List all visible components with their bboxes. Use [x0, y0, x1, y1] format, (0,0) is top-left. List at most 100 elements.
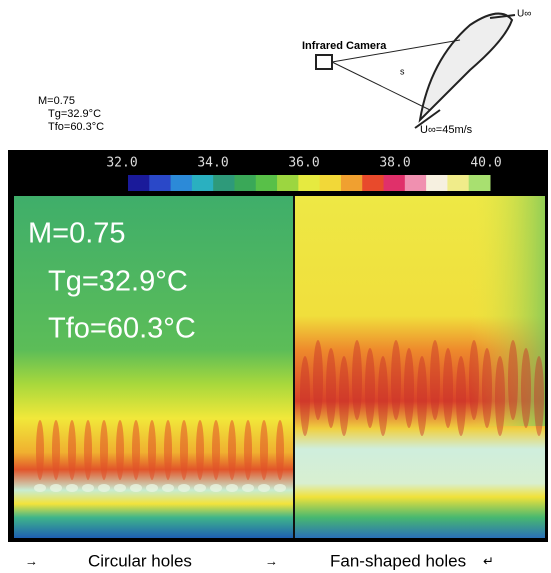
hole-spot — [178, 484, 190, 492]
streak — [378, 356, 388, 436]
streak — [404, 348, 414, 428]
hole-spot — [82, 484, 94, 492]
streaks — [34, 340, 544, 492]
hole-spot — [130, 484, 142, 492]
hole-spot — [242, 484, 254, 492]
colorbar-tick-label: 40.0 — [470, 156, 501, 171]
color-swatch — [447, 175, 470, 191]
caption: Circular holes — [88, 551, 192, 570]
color-swatch — [468, 175, 491, 191]
streak — [365, 348, 375, 428]
hole-spot — [162, 484, 174, 492]
streak — [469, 340, 479, 420]
color-swatch — [191, 175, 214, 191]
streak — [443, 348, 453, 428]
color-swatch — [149, 175, 172, 191]
setup-diagram: Infrared Camera U∞ s U∞=45m/s — [302, 9, 531, 136]
caption-line: Tfo=60.3°C — [48, 121, 104, 133]
colorbar — [128, 175, 491, 191]
hole-spot — [226, 484, 238, 492]
thermal-left — [14, 196, 293, 538]
caption: Fan-shaped holes — [330, 551, 466, 570]
streak — [68, 420, 76, 480]
view-line — [331, 61, 431, 111]
streak — [417, 356, 427, 436]
color-swatch — [340, 175, 363, 191]
streak — [116, 420, 124, 480]
streak — [148, 420, 156, 480]
streak — [276, 420, 284, 480]
streak — [391, 340, 401, 420]
streak — [196, 420, 204, 480]
overlay-line: Tg=32.9°C — [48, 266, 188, 298]
streak — [495, 356, 505, 436]
caption-marker: → — [25, 553, 38, 568]
streak — [521, 348, 531, 428]
overlay: M=0.75 Tg=32.9°C Tfo=60.3°C — [28, 218, 196, 345]
color-swatch — [383, 175, 406, 191]
colorbar-tick-label: 38.0 — [379, 156, 410, 171]
streak — [244, 420, 252, 480]
airfoil — [418, 12, 514, 123]
streak — [100, 420, 108, 480]
s-label: s — [400, 66, 405, 76]
hole-spot — [98, 484, 110, 492]
camera-label: Infrared Camera — [302, 40, 387, 52]
velocity-label: U∞=45m/s — [420, 124, 473, 136]
hole-spot — [194, 484, 206, 492]
color-swatch — [170, 175, 193, 191]
streak — [132, 420, 140, 480]
hole-spot — [66, 484, 78, 492]
streak — [228, 420, 236, 480]
color-swatch — [362, 175, 385, 191]
flow-arrow — [414, 109, 441, 129]
streak — [313, 340, 323, 420]
color-swatch — [213, 175, 235, 191]
color-swatch — [426, 175, 448, 191]
streak — [339, 356, 349, 436]
color-swatch — [319, 175, 342, 191]
flow-arrow — [489, 14, 516, 19]
camera-icon — [315, 54, 333, 70]
color-swatch — [298, 175, 321, 191]
small-caption: M=0.75 Tg=32.9°C Tfo=60.3°C — [38, 95, 104, 133]
colorbar-tick-label: 32.0 — [106, 156, 137, 171]
streak — [260, 420, 268, 480]
hole-spot — [50, 484, 62, 492]
color-swatch — [255, 175, 278, 191]
color-swatch — [234, 175, 257, 191]
hole-spot — [274, 484, 286, 492]
streak — [534, 356, 544, 436]
colorbar-tick-label: 36.0 — [288, 156, 319, 171]
inflow-label: U∞ — [517, 9, 531, 20]
streak — [482, 348, 492, 428]
view-line — [331, 39, 461, 63]
color-swatch — [404, 175, 427, 191]
thermal-edge — [470, 196, 545, 426]
streak — [300, 356, 310, 436]
hole-spot — [114, 484, 126, 492]
color-swatch — [128, 175, 150, 191]
streak — [164, 420, 172, 480]
overlay-line: M=0.75 — [28, 218, 126, 250]
caption-line: Tg=32.9°C — [48, 108, 101, 120]
streak — [212, 420, 220, 480]
captions: → Circular holes → Fan-shaped holes ↵ — [25, 551, 494, 570]
streak — [456, 356, 466, 436]
caption-marker: → — [265, 553, 278, 568]
hole-spot — [258, 484, 270, 492]
streak — [84, 420, 92, 480]
caption-end-mark: ↵ — [483, 553, 494, 568]
streak — [430, 340, 440, 420]
streak — [326, 348, 336, 428]
colorbar-ticks: 32.0 34.0 36.0 38.0 40.0 — [106, 156, 501, 171]
colorbar-tick-label: 34.0 — [197, 156, 228, 171]
hole-spot — [210, 484, 222, 492]
streak — [36, 420, 44, 480]
streak — [352, 340, 362, 420]
color-swatch — [277, 175, 299, 191]
hole-spot — [34, 484, 46, 492]
caption-line: M=0.75 — [38, 95, 75, 107]
streak — [508, 340, 518, 420]
